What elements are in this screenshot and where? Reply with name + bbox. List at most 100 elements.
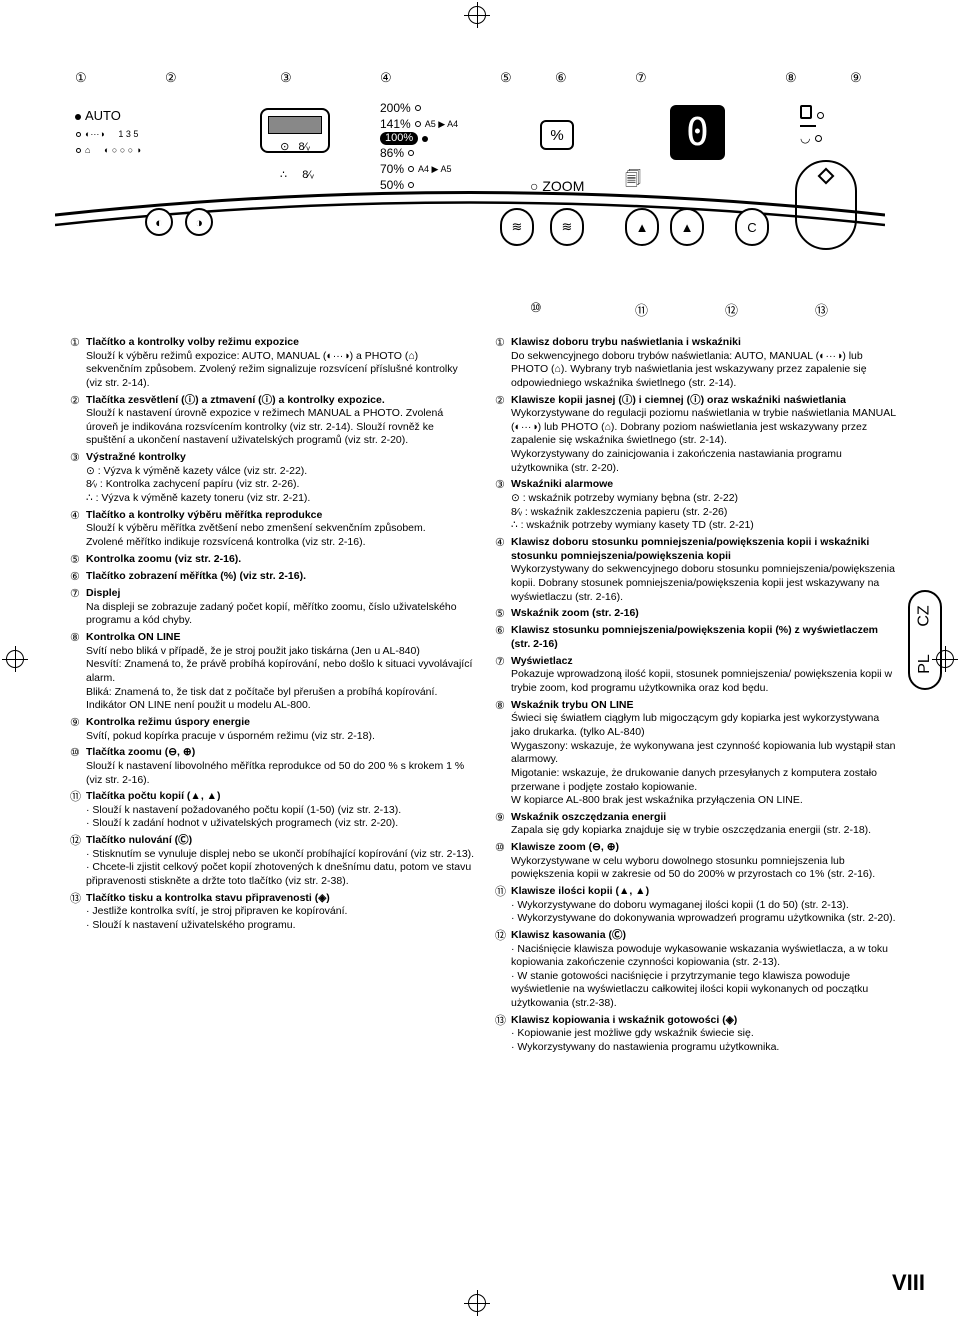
item-number: ⑤ — [70, 553, 86, 567]
item-title: Wyświetlacz — [511, 655, 573, 667]
item-number: ⑪ — [70, 790, 86, 831]
callout-number: ③ — [280, 70, 292, 86]
callout-number: ⑨ — [850, 70, 862, 86]
panel-button-row: ◐◑≋≋▲▲C — [70, 208, 890, 248]
item-line: Świeci się światłem ciągłym lub migocząc… — [511, 712, 900, 739]
list-item: ⑫Klawisz kasowania (Ⓒ)· Naciśnięcie klaw… — [495, 929, 900, 1011]
callout-number: ⑫ — [725, 300, 738, 319]
item-title: Klawisz doboru trybu naświetlania i wska… — [511, 336, 741, 348]
item-title: Wskaźniki alarmowe — [511, 478, 613, 490]
lang-cz: CZ — [916, 605, 934, 626]
item-number: ① — [495, 336, 511, 391]
bottom-callout-row: ⑩⑪⑫⑬ — [70, 300, 900, 322]
panel-button: ▲ — [625, 208, 659, 246]
item-body: Klawisz kasowania (Ⓒ) · Naciśnięcie klawi… — [511, 929, 900, 1011]
item-body: Tlačítka počtu kopií (▲, ▲)· Slouží k na… — [86, 790, 475, 831]
item-number: ① — [70, 336, 86, 391]
item-title: Klawisze kopii jasnej (ⓘ) i ciemnej (ⓘ) … — [511, 394, 846, 406]
item-title: Tlačítka zesvětlení (ⓘ) a ztmavení (ⓘ) a… — [86, 394, 385, 406]
callout-number: ⑪ — [635, 300, 648, 319]
list-item: ⑤Wskaźnik zoom (str. 2-16) — [495, 607, 900, 621]
item-line: · Slouží k nastavení uživatelského progr… — [86, 919, 475, 933]
zoom-ratio-row: 100% — [380, 132, 475, 145]
list-item: ⑨Wskaźnik oszczędzania energiiZapala się… — [495, 811, 900, 838]
callout-number: ④ — [380, 70, 392, 86]
item-title: Tlačítko tisku a kontrolka stavu připrav… — [86, 892, 330, 904]
item-title: Tlačítko a kontrolky volby režimu expozi… — [86, 336, 299, 348]
callout-number: ⑤ — [500, 70, 512, 86]
item-line: Slouží k výběru režimů expozice: AUTO, M… — [86, 350, 475, 391]
lang-pl: PL — [916, 654, 934, 674]
item-number: ② — [495, 394, 511, 476]
item-line: · Stisknutím se vynuluje displej nebo se… — [86, 848, 475, 862]
item-line: · Wykorzystywane do doboru wymaganej ilo… — [511, 899, 900, 913]
list-item: ③Wskaźniki alarmowe ⊙ : wskaźnik potrzeby… — [495, 478, 900, 533]
item-title: Wskaźnik oszczędzania energii — [511, 811, 666, 823]
item-line: Svítí, pokud kopírka pracuje v úsporném … — [86, 730, 475, 744]
callout-number: ⑦ — [635, 70, 647, 86]
item-title: Klawisz kasowania (Ⓒ) — [511, 929, 626, 941]
item-title: Wskaźnik zoom (str. 2-16) — [511, 607, 639, 619]
list-item: ⑪Tlačítka počtu kopií (▲, ▲)· Slouží k n… — [70, 790, 475, 831]
list-item: ⑪Klawisze ilości kopii (▲, ▲)· Wykorzyst… — [495, 885, 900, 926]
item-number: ⑦ — [495, 655, 511, 696]
registration-mark — [6, 650, 24, 668]
item-title: Displej — [86, 587, 120, 599]
item-body: WyświetlaczPokazuje wprowadzoną ilość ko… — [511, 655, 900, 696]
callout-number: ⑧ — [785, 70, 797, 86]
list-item: ⑫Tlačítko nulování (Ⓒ)· Stisknutím se vy… — [70, 834, 475, 889]
list-item: ①Klawisz doboru trybu naświetlania i wsk… — [495, 336, 900, 391]
item-line: ⊙ : wskaźnik potrzeby wymiany bębna (str… — [511, 492, 900, 506]
item-body: Klawisz doboru trybu naświetlania i wska… — [511, 336, 900, 391]
item-body: Klawisz kopiowania i wskaźnik gotowości … — [511, 1014, 900, 1055]
item-line: Wykorzystywany do zainicjowania i zakońc… — [511, 448, 900, 475]
item-line: ⊙ : Výzva k výměně kazety válce (viz str… — [86, 465, 475, 479]
list-item: ⑩Klawisze zoom (⊖, ⊕)Wykorzystywane w ce… — [495, 841, 900, 882]
item-number: ⑦ — [70, 587, 86, 628]
item-line: · Kopiowanie jest możliwe gdy wskaźnik ś… — [511, 1027, 900, 1041]
list-item: ⑥Tlačítko zobrazení měřítka (%) (viz str… — [70, 570, 475, 584]
list-item: ⑤Kontrolka zoomu (viz str. 2-16). — [70, 553, 475, 567]
auto-label: AUTO — [85, 108, 121, 123]
item-line: · W stanie gotowości naciśnięcie i przyt… — [511, 970, 900, 1011]
callout-number: ① — [75, 70, 87, 86]
item-title: Klawisz stosunku pomniejszenia/powiększe… — [511, 624, 878, 650]
item-title: Klawisz kopiowania i wskaźnik gotowości … — [511, 1014, 737, 1026]
copier-icon: ⊙ 8⁄ᵥ — [260, 108, 330, 153]
page-content: ①②③④⑤⑥⑦⑧⑨ AUTO ◐···◑ 1 3 5 ⌂ ◐ ○ ○ ○ ◑ ⊙… — [70, 70, 900, 1058]
item-number: ⑬ — [70, 892, 86, 933]
item-line: Bliká: Znamená to, že tisk dat z počítač… — [86, 686, 475, 700]
item-title: Tlačítka počtu kopií (▲, ▲) — [86, 790, 221, 802]
exposure-mode-group: AUTO ◐···◑ 1 3 5 ⌂ ◐ ○ ○ ○ ◑ — [75, 108, 175, 155]
item-title: Tlačítko zobrazení měřítka (%) (viz str.… — [86, 570, 306, 582]
panel-button: ◑ — [185, 208, 213, 236]
item-line: · Wykorzystywane do dokonywania wprowadz… — [511, 912, 900, 926]
item-body: Klawisze ilości kopii (▲, ▲)· Wykorzysty… — [511, 885, 900, 926]
callout-number: ⑬ — [815, 300, 828, 319]
item-title: Kontrolka zoomu (viz str. 2-16). — [86, 553, 241, 565]
zoom-ratio-row: 70% A4 ▶ A5 — [380, 161, 475, 177]
item-number: ⑤ — [495, 607, 511, 621]
item-body: Klawisze kopii jasnej (ⓘ) i ciemnej (ⓘ) … — [511, 394, 900, 476]
percent-button: % — [540, 120, 574, 150]
list-item: ②Klawisze kopii jasnej (ⓘ) i ciemnej (ⓘ)… — [495, 394, 900, 476]
list-item: ⑥Klawisz stosunku pomniejszenia/powiększ… — [495, 624, 900, 651]
item-body: Displej Na displeji se zobrazuje zadaný p… — [86, 587, 475, 628]
item-title: Tlačítka zoomu (⊖, ⊕) — [86, 746, 195, 758]
item-title: Wskaźnik trybu ON LINE — [511, 699, 634, 711]
item-line: Wygaszony: wskazuje, że wykonywana jest … — [511, 740, 900, 767]
item-line: Na displeji se zobrazuje zadaný počet ko… — [86, 601, 475, 628]
item-line: 8⁄ᵥ : Kontrolka zachycení papíru (viz st… — [86, 478, 475, 492]
item-line: Slouží k výběru měřítka zvětšení nebo zm… — [86, 522, 475, 536]
item-number: ⑬ — [495, 1014, 511, 1055]
item-line: · Naciśnięcie klawisza powoduje wykasowa… — [511, 943, 900, 970]
list-item: ⑦WyświetlaczPokazuje wprowadzoną ilość k… — [495, 655, 900, 696]
item-body: Tlačítko a kontrolky výběru měřítka repr… — [86, 509, 475, 550]
item-line: Migotanie: wskazuje, że drukowanie danyc… — [511, 767, 900, 794]
list-item: ⑬Klawisz kopiowania i wskaźnik gotowości… — [495, 1014, 900, 1055]
list-item: ⑬Tlačítko tisku a kontrolka stavu připra… — [70, 892, 475, 933]
item-number: ③ — [495, 478, 511, 533]
list-item: ⑨Kontrolka režimu úspory energieSvítí, p… — [70, 716, 475, 743]
zoom-ratio-row: 86% — [380, 145, 475, 161]
item-number: ⑧ — [70, 631, 86, 713]
